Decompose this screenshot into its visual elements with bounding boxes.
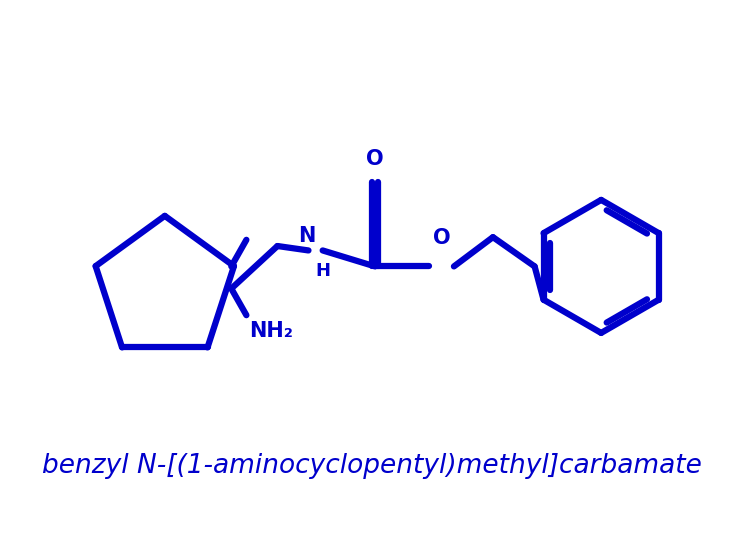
Text: H: H: [316, 262, 331, 280]
Text: O: O: [366, 149, 384, 169]
Text: N: N: [298, 226, 315, 246]
Text: O: O: [432, 228, 450, 248]
Text: benzyl N-[(1-aminocyclopentyl)methyl]carbamate: benzyl N-[(1-aminocyclopentyl)methyl]car…: [42, 453, 701, 479]
Text: NH₂: NH₂: [249, 321, 293, 341]
